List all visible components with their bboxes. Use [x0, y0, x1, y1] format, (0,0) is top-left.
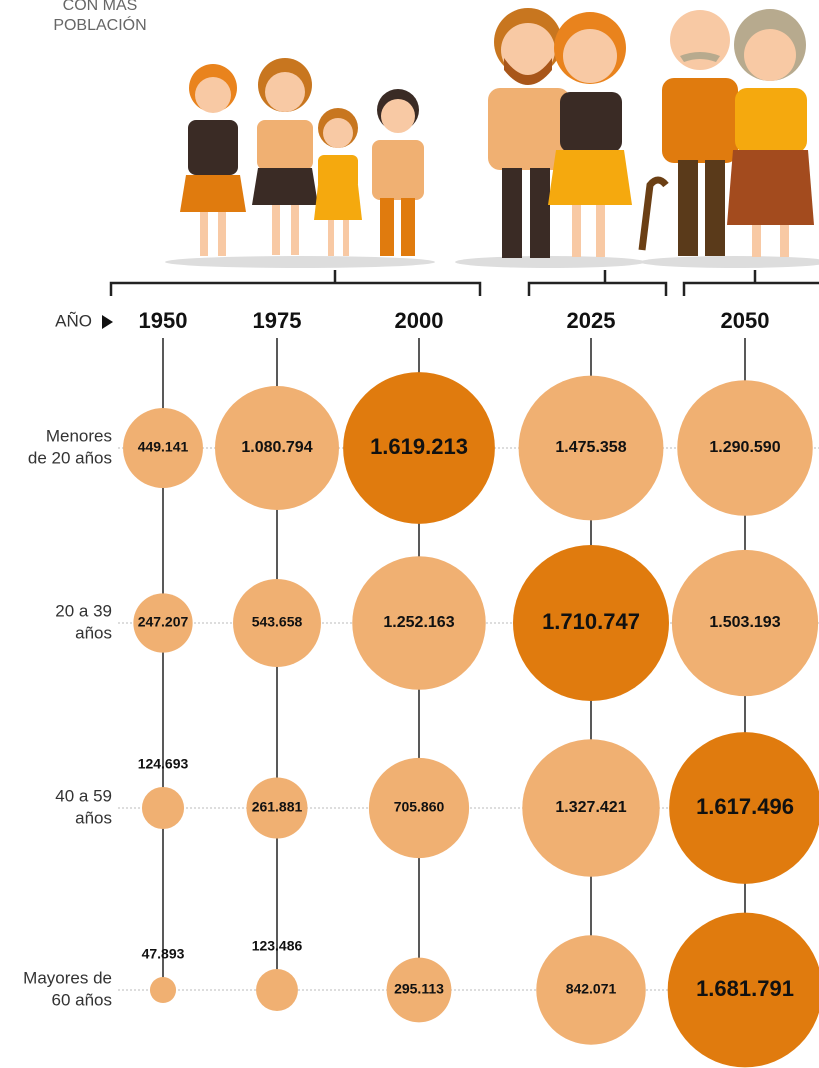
chart: CON MÁS POBLACIÓN: [0, 0, 819, 1068]
value-label: 1.475.358: [555, 439, 626, 456]
value-label: 1.290.590: [709, 439, 780, 456]
x-tick-label: 2050: [721, 308, 770, 333]
value-label: 1.252.163: [383, 614, 454, 631]
row-label: 40 a 59: [55, 786, 112, 805]
value-label: 1.619.213: [370, 434, 468, 459]
bubble: [142, 787, 184, 829]
row-label: años: [75, 808, 112, 827]
value-label: 295.113: [394, 981, 444, 997]
value-label: 1.080.794: [241, 439, 312, 456]
value-label: 1.503.193: [709, 614, 780, 631]
row-label: de 20 años: [28, 448, 112, 467]
value-label: 1.327.421: [555, 799, 626, 816]
value-label: 261.881: [252, 799, 303, 815]
value-label: 1.710.747: [542, 609, 640, 634]
value-label: 705.860: [394, 799, 445, 815]
row-label: 60 años: [52, 990, 113, 1009]
x-axis-label: AÑO: [55, 311, 92, 330]
bracket: [111, 270, 819, 296]
page: {"chart_data": { "type": "bubble", "anno…: [0, 0, 819, 1068]
row-label: Menores: [46, 426, 112, 445]
row-label: 20 a 39: [55, 601, 112, 620]
value-label: 47.893: [142, 946, 185, 962]
arrow-icon: [102, 315, 113, 329]
annotation: CON MÁS: [63, 0, 138, 14]
value-label: 1.617.496: [696, 794, 794, 819]
value-label: 1.681.791: [696, 976, 794, 1001]
x-tick-label: 1950: [139, 308, 188, 333]
value-label: 124.693: [138, 756, 189, 772]
value-label: 543.658: [252, 614, 303, 630]
x-tick-label: 2000: [395, 308, 444, 333]
illustration: [165, 8, 819, 268]
bubble: [256, 969, 298, 1011]
row-label: años: [75, 623, 112, 642]
value-label: 247.207: [138, 614, 189, 630]
x-tick-label: 1975: [253, 308, 302, 333]
annotation: POBLACIÓN: [53, 15, 146, 34]
value-label: 842.071: [566, 981, 617, 997]
bubble: [150, 977, 176, 1003]
x-tick-label: 2025: [567, 308, 616, 333]
value-label: 123.486: [252, 938, 303, 954]
value-label: 449.141: [138, 439, 189, 455]
row-label: Mayores de: [23, 968, 112, 987]
